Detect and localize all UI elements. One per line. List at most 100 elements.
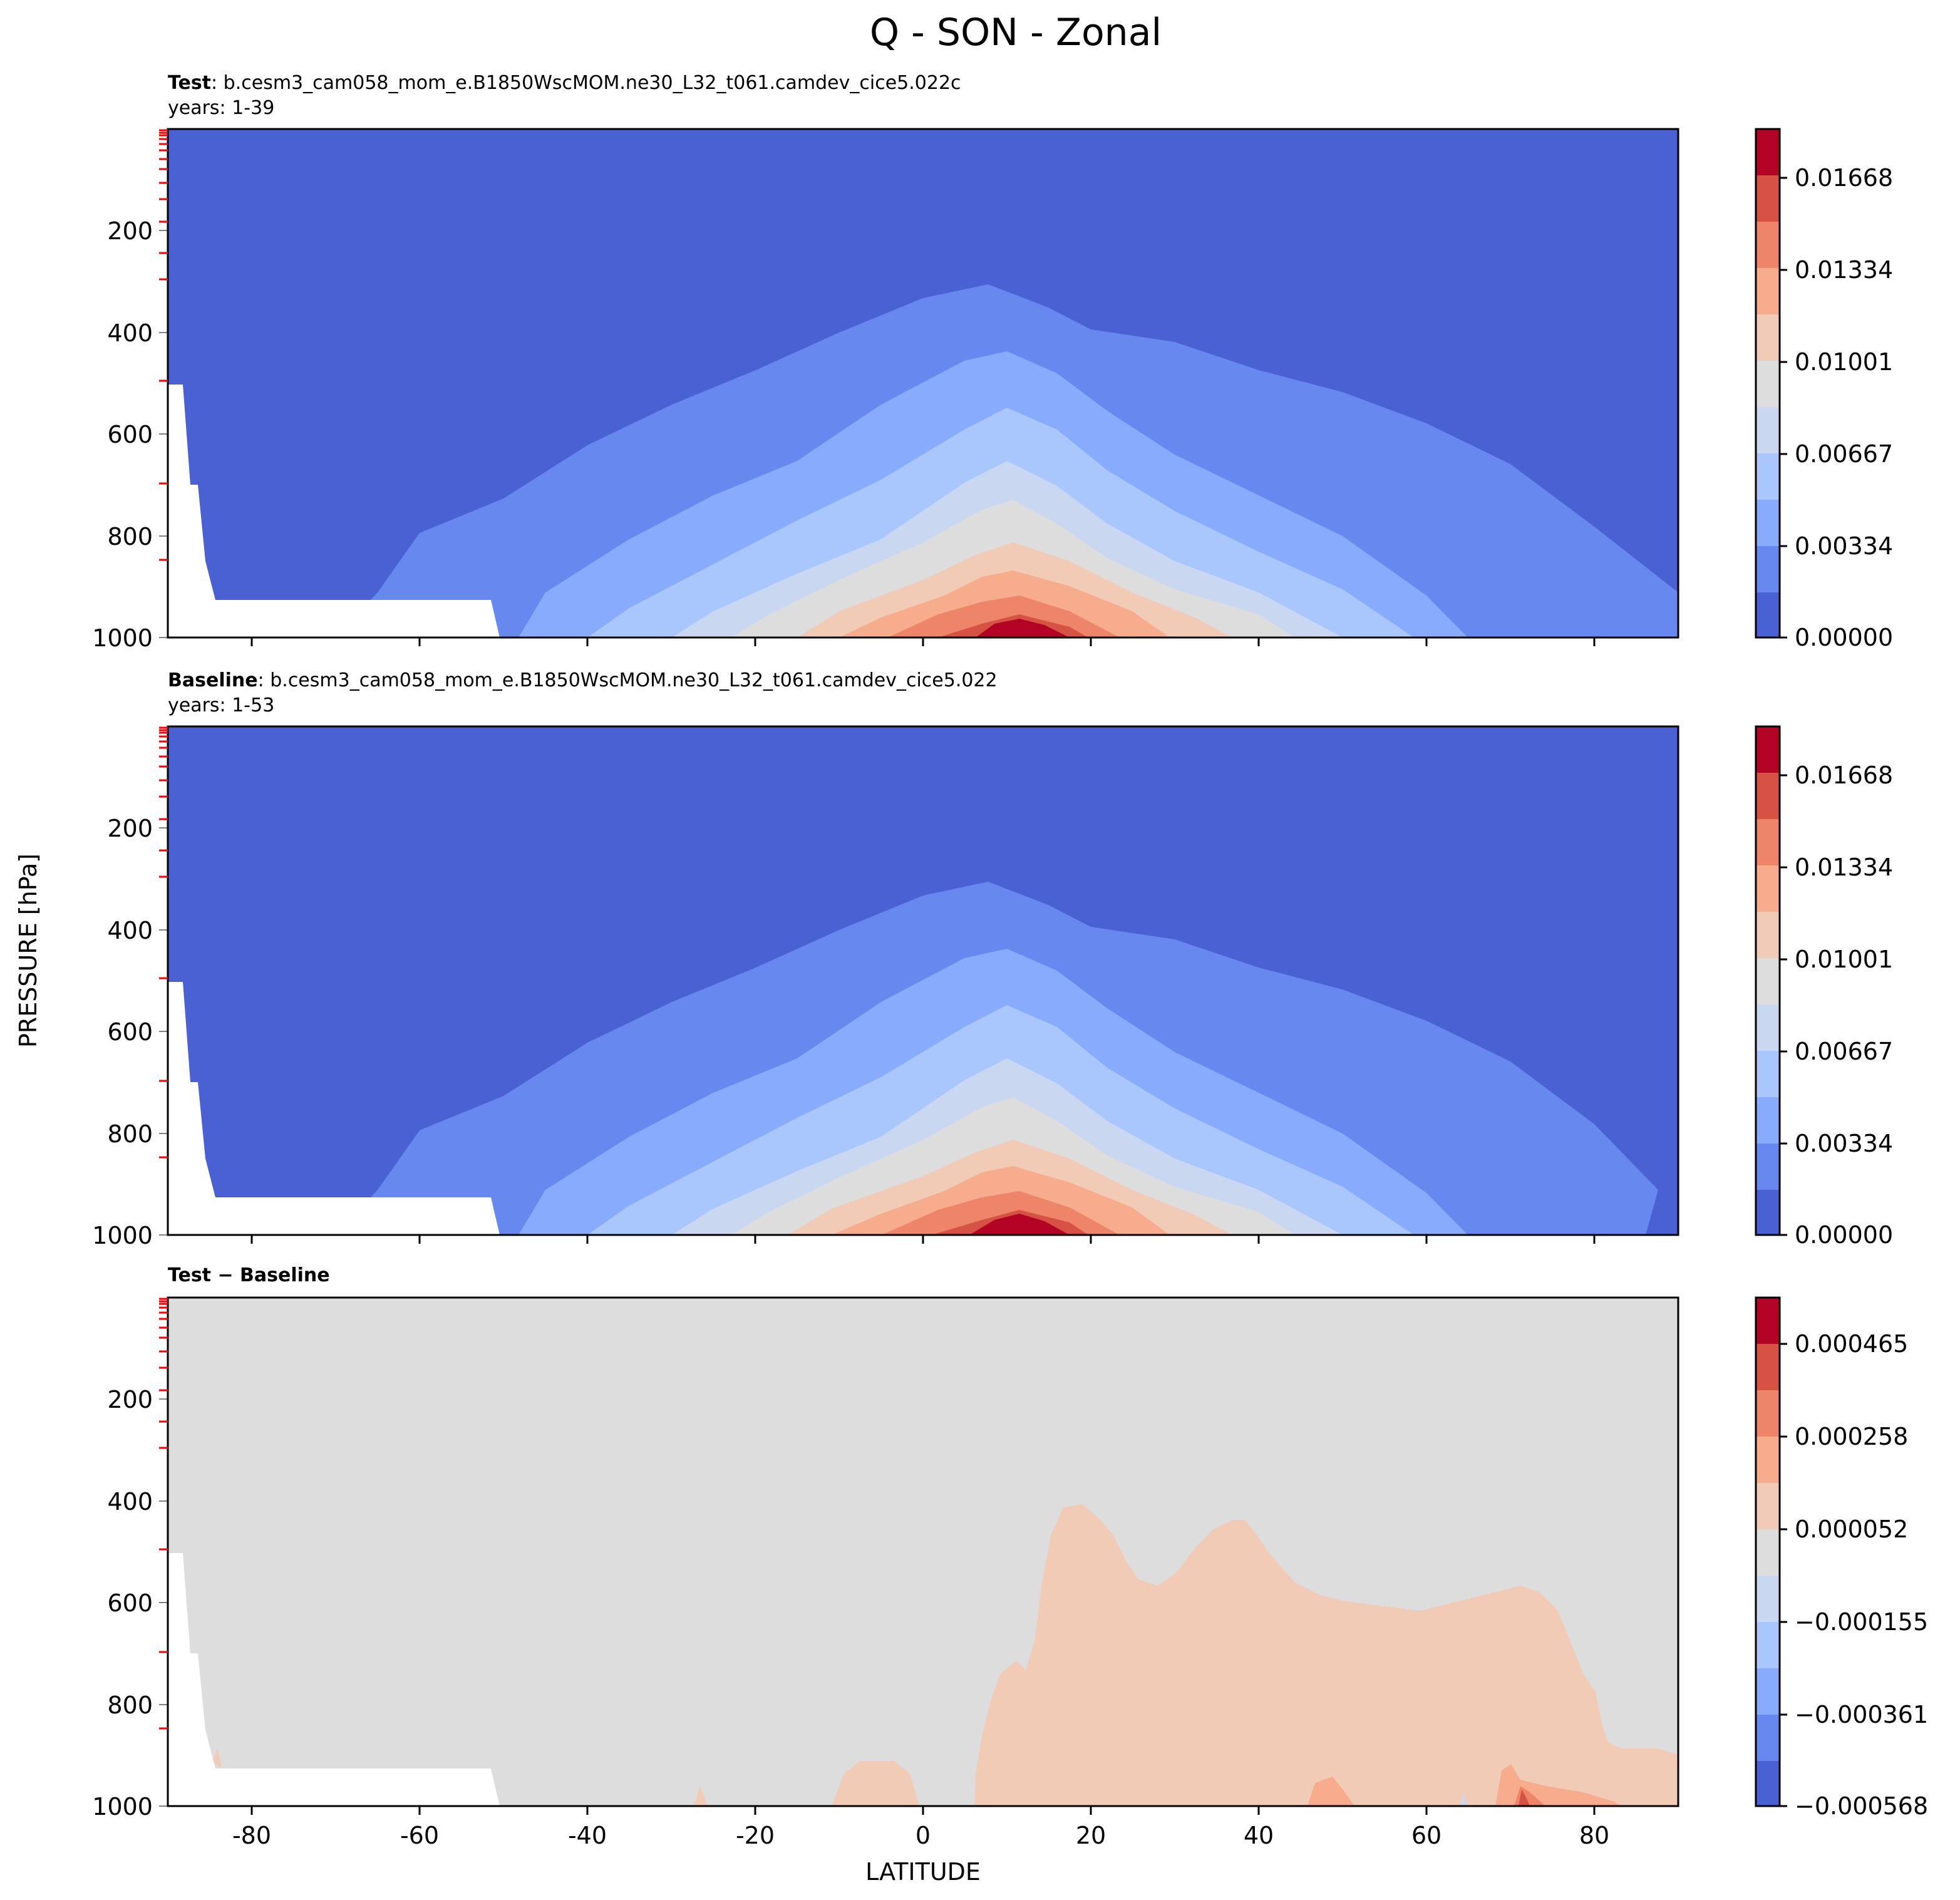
colorbar-frame [1755,128,1781,639]
colorbar-band-1 [1756,546,1780,592]
colorbar-band-7 [1756,1437,1780,1483]
y-ticks-difference: 200 400 600 800 1000 [92,1386,168,1820]
colorbar-frame [1755,1296,1781,1807]
colorbar-band-2 [1756,1097,1780,1144]
colorbar-tick-label: −0.000361 [1795,1701,1928,1728]
colorbar-band-1 [1756,1144,1780,1190]
contour-level-9 [1519,1789,1530,1806]
topography-mask [168,982,500,1235]
panel-baseline-title: Baseline: b.cesm3_cam058_mom_e.B1850WscM… [168,669,998,691]
panel-baseline-subtitle: years: 1-53 [168,694,274,716]
colorbar-band-0 [1756,592,1780,638]
y-tick-label: 600 [107,1589,153,1617]
colorbar-band-10 [1756,129,1780,175]
panel-baseline: Baseline: b.cesm3_cam058_mom_e.B1850WscM… [92,669,1893,1249]
contour-level-7 [1308,1777,1354,1806]
colorbar-tick-label: 0.01668 [1795,762,1893,789]
y-tick-label: 800 [107,1691,153,1719]
model-level-ticks [159,726,168,1159]
colorbar-band-6 [1756,912,1780,958]
y-tick-label: 1000 [92,624,153,652]
colorbar-band-7 [1756,268,1780,314]
colorbar-band-8 [1756,819,1780,865]
model-level-ticks [159,1298,168,1730]
plot-area-test: 200 400 600 800 1000 [92,128,1679,652]
contour-level-6 [974,1504,1678,1806]
colorbar-band-10 [1756,1298,1780,1344]
colorbar-band-5 [1756,958,1780,1004]
colorbar-band-3 [1756,453,1780,500]
x-tick-label: -80 [232,1822,271,1849]
contour-level-10 [976,619,1070,638]
colorbar-band-5 [1756,361,1780,407]
contour-level-10 [969,1214,1070,1235]
plot-area-baseline: 200 400 600 800 1000 [92,725,1679,1249]
figure-title: Q - SON - Zonal [870,11,1162,54]
x-ticks-difference: -80 -60 -40 -20 0 20 40 60 80 [232,1806,1609,1849]
contour-level-4 [1460,1792,1467,1806]
y-ticks-test: 200 400 600 800 1000 [92,217,168,652]
colorbar-frame [1755,725,1781,1236]
y-tick-label: 1000 [92,1793,153,1820]
colorbar-tick-label: 0.00667 [1795,440,1893,468]
colorbar-band-3 [1756,1622,1780,1668]
panel-difference-title: Test − Baseline [168,1264,330,1286]
panel-test-title-bold: Test [168,72,211,94]
x-axis-label: LATITUDE [865,1858,981,1886]
colorbar-band-8 [1756,222,1780,268]
panel-test-title: Test: b.cesm3_cam058_mom_e.B1850WscMOM.n… [168,72,961,94]
topography-mask [168,385,500,638]
y-tick-label: 800 [107,1120,153,1148]
model-level-ticks [159,129,168,561]
colorbar-band-8 [1756,1390,1780,1437]
colorbar-tick-label: 0.00667 [1795,1038,1893,1065]
colorbar-tick-label: 0.01668 [1795,164,1893,192]
colorbar-tick-label: 0.01001 [1795,946,1893,973]
y-tick-label: 200 [107,217,153,245]
colorbar-tick-label: 0.000465 [1795,1330,1908,1358]
x-tick-label: 20 [1076,1822,1106,1849]
x-tick-label: -20 [736,1822,775,1849]
x-tick-label: 0 [916,1822,931,1849]
x-ticks-test [250,638,1596,646]
colorbar-tick-label: −0.000155 [1795,1608,1928,1636]
topography-mask [168,1553,500,1806]
contour-level-6c [694,1786,708,1806]
colorbar-band-7 [1756,865,1780,912]
x-tick-label: 40 [1244,1822,1274,1849]
y-tick-label: 600 [107,1018,153,1046]
y-tick-label: 600 [107,421,153,448]
y-tick-label: 400 [107,1488,153,1515]
x-tick-label: -60 [400,1822,439,1849]
panel-test-subtitle: years: 1-39 [168,97,274,119]
y-tick-label: 800 [107,523,153,550]
colorbar-band-2 [1756,500,1780,546]
colorbar-band-6 [1756,314,1780,361]
panel-baseline-title-bold: Baseline [168,669,258,691]
panel-difference: Test − Baseline [92,1264,1928,1849]
colorbar-band-5 [1756,1529,1780,1576]
colorbar-band-10 [1756,726,1780,773]
colorbar-band-0 [1756,1761,1780,1806]
colorbar-tick-label: 0.00000 [1795,1221,1893,1249]
colorbar-tick-label: 0.00334 [1795,1130,1893,1157]
colorbar-band-2 [1756,1668,1780,1715]
plot-area-difference: -80 -60 -40 -20 0 20 40 60 80 20 0 [92,1296,1679,1849]
x-tick-label: 60 [1411,1822,1442,1849]
colorbar-tick-label: 0.00334 [1795,532,1893,560]
colorbar-band-9 [1756,175,1780,222]
y-ticks-baseline: 200 400 600 800 1000 [92,815,168,1249]
colorbar-band-9 [1756,773,1780,819]
colorbar-difference: 0.000465 0.000258 0.000052 −0.000155 −0.… [1755,1296,1928,1820]
x-tick-label: 80 [1579,1822,1609,1849]
colorbar-band-4 [1756,1576,1780,1622]
contour-level-6d [212,1748,222,1768]
colorbar-test: 0.01668 0.01334 0.01001 0.00667 0.00334 … [1755,128,1893,651]
colorbar-baseline: 0.01668 0.01334 0.01001 0.00667 0.00334 … [1755,725,1893,1249]
colorbar-band-0 [1756,1190,1780,1235]
colorbar-tick-label: 0.000052 [1795,1515,1908,1543]
y-tick-label: 1000 [92,1222,153,1249]
y-tick-label: 400 [107,917,153,944]
y-tick-label: 400 [107,319,153,347]
